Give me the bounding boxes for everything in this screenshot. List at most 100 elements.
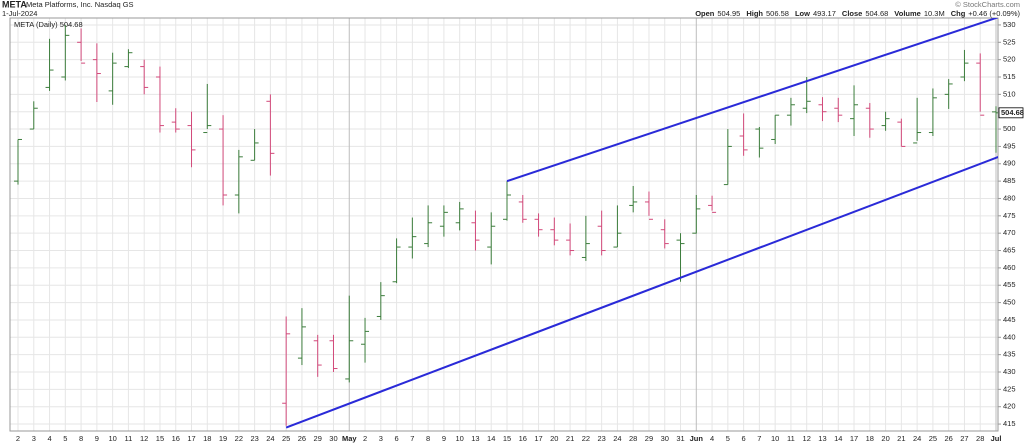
x-tick-label: 3 [32, 434, 36, 443]
quote-label: Volume [894, 9, 921, 18]
quote-label: High [746, 9, 763, 18]
company: Meta Platforms, Inc. Nasdaq GS [26, 0, 134, 9]
quote-value: +0.46 (+0.09%) [968, 9, 1020, 18]
x-tick-label: 3 [379, 434, 383, 443]
x-tick-label: 5 [726, 434, 730, 443]
y-tick-label: 480 [1003, 193, 1016, 202]
x-tick-label: 29 [314, 434, 322, 443]
x-tick-label: 19 [219, 434, 227, 443]
x-tick-label: 14 [834, 434, 842, 443]
x-tick-label: 21 [897, 434, 905, 443]
x-tick-label: 18 [866, 434, 874, 443]
x-tick-label: 28 [976, 434, 984, 443]
x-tick-label: 17 [534, 434, 542, 443]
x-tick-label: 22 [235, 434, 243, 443]
y-tick-label: 450 [1003, 298, 1016, 307]
x-tick-label: 20 [550, 434, 558, 443]
x-tick-label: 11 [787, 434, 795, 443]
y-tick-label: 465 [1003, 246, 1016, 255]
y-tick-label: 515 [1003, 72, 1016, 81]
x-tick-label: 2 [363, 434, 367, 443]
trendline [285, 156, 998, 429]
x-tick-label: 15 [156, 434, 164, 443]
x-tick-label: 9 [442, 434, 446, 443]
x-tick-label: 23 [250, 434, 258, 443]
x-tick-label: 21 [566, 434, 574, 443]
x-tick-label: 18 [203, 434, 211, 443]
plot [14, 18, 998, 429]
quote-label: Low [795, 9, 810, 18]
y-tick-label: 500 [1003, 124, 1016, 133]
x-tick-label: 30 [661, 434, 669, 443]
x-tick-label: 16 [519, 434, 527, 443]
x-tick-label: 30 [329, 434, 337, 443]
y-tick-label: 445 [1003, 315, 1016, 324]
x-tick-label: 12 [140, 434, 148, 443]
x-tick-label: 14 [487, 434, 495, 443]
quote-value: 493.17 [813, 9, 836, 18]
x-tick-label: 24 [913, 434, 921, 443]
quote-label: Close [842, 9, 862, 18]
x-tick-label: 15 [503, 434, 511, 443]
quote-label: Open [695, 9, 715, 18]
quote: Open 504.95 High 506.58 Low 493.17 Close 504.68… [695, 9, 1020, 18]
y-tick-label: 435 [1003, 350, 1016, 359]
y-tick-label: 530 [1003, 20, 1016, 29]
x-tick-label: 22 [582, 434, 590, 443]
x-tick-label: 8 [79, 434, 83, 443]
y-tick-label: 475 [1003, 211, 1016, 220]
x-tick-label: 27 [960, 434, 968, 443]
y-tick-label: 490 [1003, 159, 1016, 168]
y-tick-label: 525 [1003, 37, 1016, 46]
x-tick-label: 17 [850, 434, 858, 443]
x-tick-label: 6 [394, 434, 398, 443]
last-price-label: 504.68 [1001, 108, 1024, 117]
x-tick-label: 24 [266, 434, 274, 443]
x-tick-label: 20 [881, 434, 889, 443]
x-tick-label: 6 [742, 434, 746, 443]
y-tick-label: 510 [1003, 89, 1016, 98]
x-tick-label: 2 [16, 434, 20, 443]
x-tick-label: 7 [410, 434, 414, 443]
x-tick-label: 4 [710, 434, 714, 443]
y-tick-label: 425 [1003, 384, 1016, 393]
x-tick-label: 29 [645, 434, 653, 443]
y-tick-label: 415 [1003, 419, 1016, 428]
x-tick-label: 7 [757, 434, 761, 443]
copyright: © StockCharts.com [955, 0, 1020, 9]
y-tick-label: 440 [1003, 332, 1016, 341]
x-tick-label: 28 [629, 434, 637, 443]
y-tick-label: 485 [1003, 176, 1016, 185]
x-tick-label: 26 [945, 434, 953, 443]
x-tick-label: 10 [771, 434, 779, 443]
x-tick-label: 25 [282, 434, 290, 443]
quote-label: Chg [951, 9, 966, 18]
quote-value: 506.58 [766, 9, 789, 18]
x-tick-label: 8 [426, 434, 430, 443]
plot-frame [9, 17, 999, 432]
x-tick-label: 13 [818, 434, 826, 443]
y-tick-label: 460 [1003, 263, 1016, 272]
last-price-box [998, 107, 1024, 119]
x-tick-label: 9 [95, 434, 99, 443]
x-tick-label: 5 [63, 434, 67, 443]
y-tick-label: 520 [1003, 55, 1016, 64]
symbol: META [2, 0, 27, 9]
quote-value: 10.3M [924, 9, 945, 18]
legend: META (Daily) 504.68 [14, 20, 83, 29]
x-tick-label: 10 [456, 434, 464, 443]
x-tick-label: Jul [991, 434, 1002, 443]
x-tick-label: 10 [108, 434, 116, 443]
x-tick-label: 25 [929, 434, 937, 443]
date: 1-Jul-2024 [2, 9, 37, 18]
x-tick-label: May [342, 434, 357, 443]
x-tick-label: 11 [125, 434, 133, 443]
x-tick-label: 17 [187, 434, 195, 443]
quote-value: 504.95 [717, 9, 740, 18]
grid [10, 18, 998, 431]
y-tick-label: 455 [1003, 280, 1016, 289]
x-tick-label: 13 [471, 434, 479, 443]
y-tick-label: 420 [1003, 402, 1016, 411]
y-tick-label: 430 [1003, 367, 1016, 376]
